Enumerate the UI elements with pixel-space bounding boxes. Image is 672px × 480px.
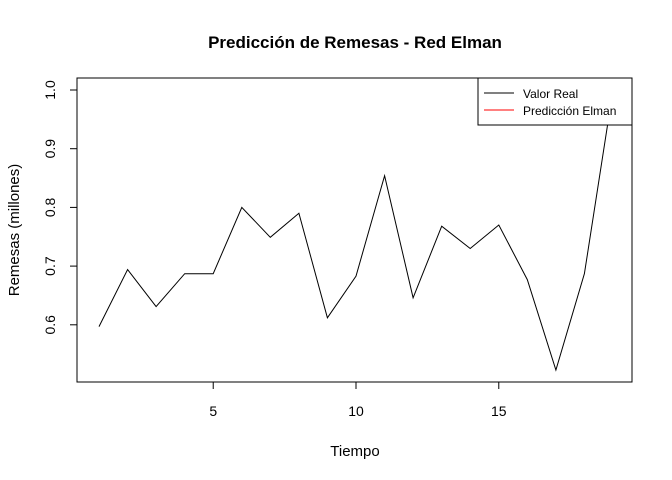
legend: Valor Real Predicción Elman <box>477 77 633 126</box>
legend-box <box>477 77 633 126</box>
x-axis: 5 10 15 <box>209 381 507 419</box>
x-tick-label: 15 <box>491 403 507 419</box>
y-axis: 0.6 0.7 0.8 0.9 1.0 <box>42 80 78 335</box>
y-tick-label: 0.9 <box>42 139 58 159</box>
x-tick-label: 5 <box>209 403 217 419</box>
x-tick-label: 10 <box>348 403 364 419</box>
y-tick-label: 1.0 <box>42 80 58 100</box>
series-layer <box>98 89 614 372</box>
y-axis-title: Remesas (millones) <box>6 164 23 297</box>
x-axis-title: Tiempo <box>330 443 379 460</box>
legend-label-pred: Predicción Elman <box>523 104 616 118</box>
legend-label-real: Valor Real <box>523 87 578 101</box>
y-tick-label: 0.8 <box>42 197 58 217</box>
chart-title: Predicción de Remesas - Red Elman <box>208 33 502 52</box>
y-tick-label: 0.7 <box>42 256 58 276</box>
y-tick-label: 0.6 <box>42 315 58 335</box>
series-line-real <box>98 89 614 372</box>
